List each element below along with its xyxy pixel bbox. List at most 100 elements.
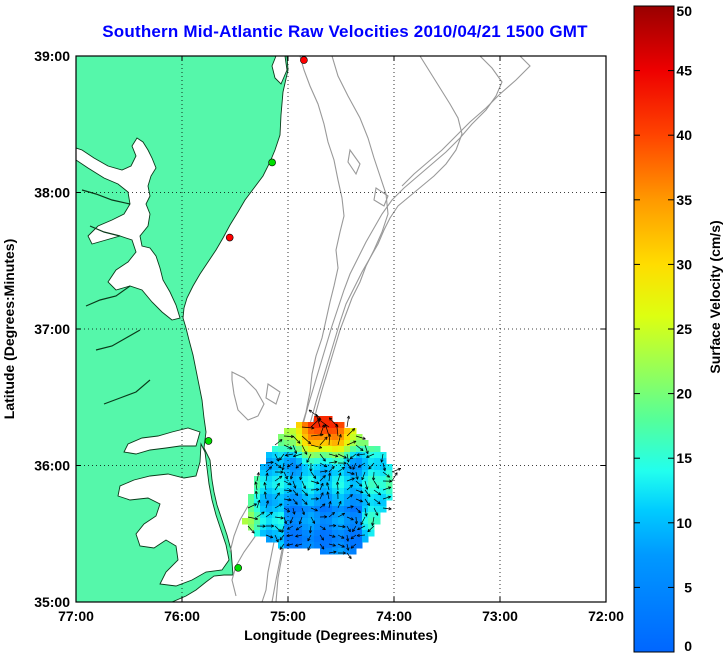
velocity-cell <box>338 488 345 495</box>
velocity-arrowhead <box>255 517 258 520</box>
velocity-cell <box>326 536 333 543</box>
velocity-arrowhead <box>302 486 306 489</box>
velocity-arrowhead <box>279 528 282 532</box>
velocity-arrowhead <box>341 466 345 469</box>
velocity-cell <box>308 476 315 483</box>
colorbar-tick-label: 15 <box>676 450 692 466</box>
velocity-arrow <box>265 534 274 538</box>
velocity-cell <box>302 494 309 501</box>
velocity-cell <box>278 542 285 549</box>
velocity-cell <box>248 506 255 513</box>
velocity-arrowhead <box>357 527 360 530</box>
velocity-cell <box>350 506 357 513</box>
velocity-arrow <box>283 480 292 486</box>
velocity-arrow <box>373 471 375 481</box>
velocity-cell <box>302 536 309 543</box>
velocity-arrowhead <box>280 470 284 473</box>
velocity-cell <box>302 524 309 531</box>
velocity-cell <box>296 530 303 537</box>
velocity-arrow <box>328 543 336 547</box>
velocity-arrowhead <box>293 486 296 489</box>
velocity-arrow <box>299 516 303 525</box>
velocity-cell <box>314 428 321 435</box>
velocity-cell <box>356 536 363 543</box>
velocity-arrowhead <box>322 475 326 477</box>
velocity-cell <box>278 458 285 465</box>
velocity-arrowhead <box>357 511 361 514</box>
velocity-arrowhead <box>326 491 328 495</box>
velocity-arrowhead <box>290 476 294 480</box>
velocity-arrowhead <box>311 427 315 430</box>
velocity-arrow <box>318 418 330 428</box>
velocity-arrowhead <box>325 423 328 427</box>
velocity-arrowhead <box>269 511 273 514</box>
velocity-arrowhead <box>343 462 347 465</box>
velocity-arrow <box>349 453 357 460</box>
velocity-cell <box>332 518 339 525</box>
velocity-cell <box>350 548 357 555</box>
pamlico-sound <box>117 442 230 587</box>
velocity-cell <box>302 530 309 537</box>
velocity-arrowhead <box>331 465 335 468</box>
velocity-arrowhead <box>398 468 402 471</box>
velocity-arrowhead <box>368 467 372 470</box>
velocity-arrowhead <box>350 537 354 540</box>
velocity-arrow <box>310 434 324 437</box>
velocity-arrowhead <box>262 525 266 528</box>
velocity-cell <box>314 518 321 525</box>
velocity-cell <box>308 422 315 429</box>
velocity-arrow <box>283 489 292 492</box>
colorbar <box>633 5 675 653</box>
velocity-arrowhead <box>381 459 384 463</box>
velocity-cell <box>308 446 315 453</box>
velocity-arrowhead <box>324 516 328 519</box>
velocity-arrow <box>373 507 379 516</box>
velocity-cell <box>356 506 363 513</box>
velocity-cell <box>326 524 333 531</box>
velocity-arrowhead <box>285 453 288 456</box>
velocity-cell <box>272 536 279 543</box>
velocity-cell <box>260 500 267 507</box>
velocity-cell <box>302 482 309 489</box>
velocity-arrow <box>355 435 366 440</box>
velocity-arrowhead <box>329 417 333 420</box>
velocity-arrowhead <box>358 485 363 487</box>
velocity-cell <box>302 470 309 477</box>
velocity-arrowhead <box>267 472 269 476</box>
velocity-cell <box>344 428 351 435</box>
velocity-arrowhead <box>361 477 365 481</box>
velocity-arrowhead <box>268 466 272 468</box>
velocity-arrowhead <box>255 481 258 485</box>
albemarle-sound <box>123 427 201 455</box>
velocity-arrowhead <box>368 466 370 470</box>
velocity-arrow <box>315 414 321 428</box>
velocity-arrowhead <box>324 470 328 473</box>
velocity-arrowhead <box>334 460 338 463</box>
velocity-cell <box>272 494 279 501</box>
velocity-cell <box>386 476 393 483</box>
velocity-arrow <box>328 472 331 482</box>
velocity-arrow <box>274 439 283 446</box>
velocity-arrowhead <box>294 494 298 496</box>
velocity-arrow <box>346 506 354 509</box>
velocity-cell <box>362 440 369 447</box>
colorbar-tick-label: 35 <box>676 192 692 208</box>
velocity-cell <box>362 476 369 483</box>
velocity-arrowhead <box>348 556 352 559</box>
velocity-arrowhead <box>293 456 297 458</box>
velocity-arrowhead <box>292 511 295 515</box>
velocity-arrowhead <box>320 492 324 495</box>
velocity-cell <box>362 452 369 459</box>
velocity-cell <box>368 494 375 501</box>
velocity-arrowhead <box>279 537 281 541</box>
velocity-cell <box>314 434 321 441</box>
velocity-cell <box>302 440 309 447</box>
velocity-cell <box>356 524 363 531</box>
velocity-arrowhead <box>321 547 325 550</box>
velocity-cell <box>320 542 327 549</box>
colorbar-tick-label: 30 <box>676 256 692 272</box>
velocity-arrow <box>355 444 364 451</box>
velocity-arrowhead <box>324 436 328 439</box>
velocity-arrow <box>255 481 258 491</box>
